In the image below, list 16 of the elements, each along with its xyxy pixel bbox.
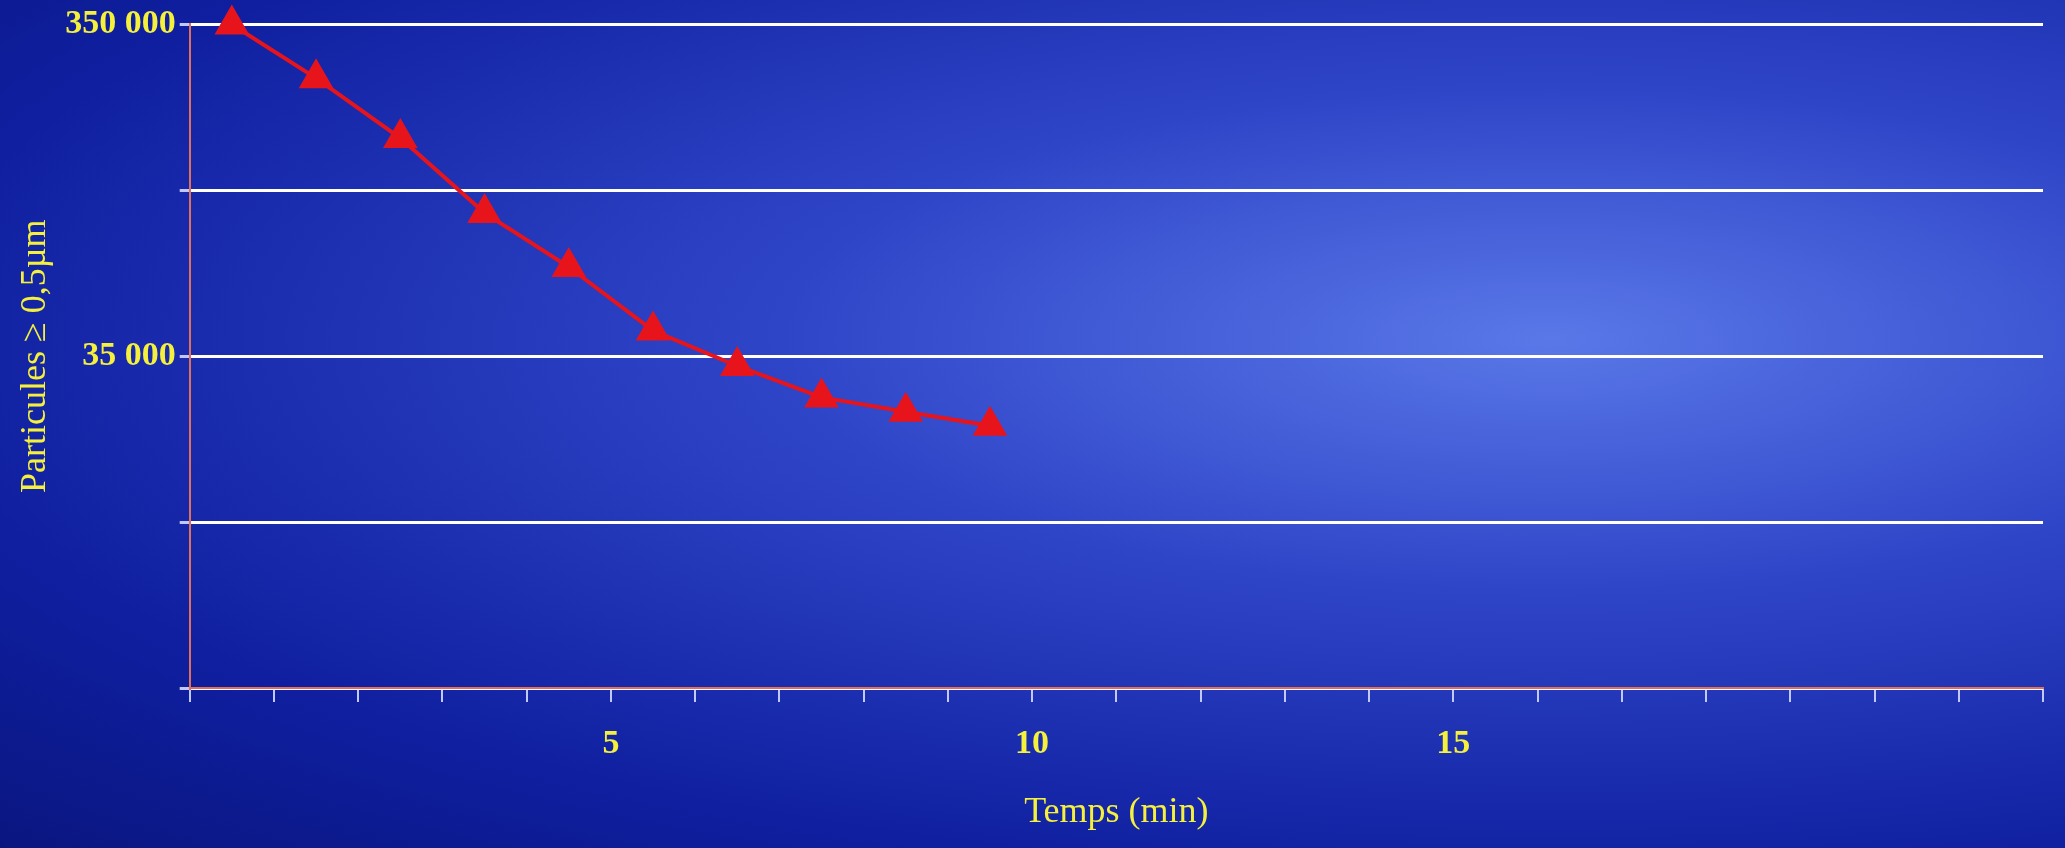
point [215,6,248,35]
point [468,194,501,223]
point [300,60,332,89]
y-tick-label: 35 000 [82,334,176,372]
x-tick-label: 15 [1436,723,1471,761]
point [721,348,754,376]
point [974,407,1006,436]
point [888,391,923,422]
y-tick-label: 350 000 [65,3,176,41]
point [384,120,417,149]
y-axis-title: Particules ≥ 0,5µm [13,219,54,493]
x-axis-title: Temps (min) [1024,789,1209,830]
x-tick-label: 5 [602,723,620,761]
x-tick-label: 10 [1015,723,1050,761]
point [805,379,838,408]
point [552,249,585,277]
